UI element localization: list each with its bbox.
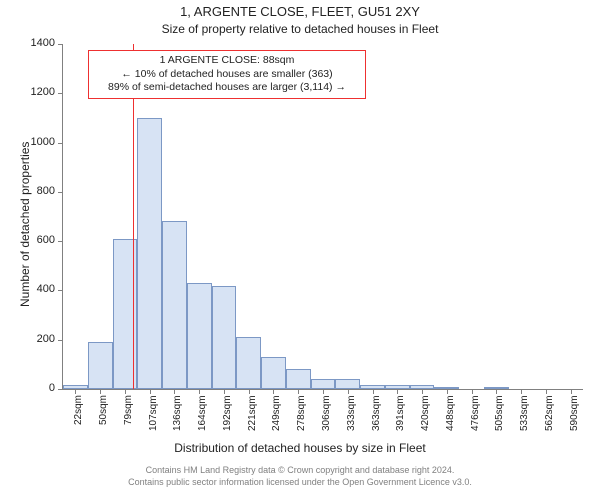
x-tick-label: 221sqm bbox=[247, 395, 258, 431]
y-tick-label: 800 bbox=[37, 185, 55, 197]
x-tick-label: 50sqm bbox=[98, 395, 109, 425]
histogram-bar bbox=[311, 379, 336, 389]
histogram-bar bbox=[88, 342, 113, 389]
x-tick-label: 306sqm bbox=[321, 395, 332, 431]
histogram-chart: 1, ARGENTE CLOSE, FLEET, GU51 2XY Size o… bbox=[0, 0, 600, 500]
x-tick-label: 79sqm bbox=[123, 395, 134, 425]
x-tick-label: 476sqm bbox=[470, 395, 481, 431]
x-tick-label: 192sqm bbox=[222, 395, 233, 431]
x-tick-label: 590sqm bbox=[569, 395, 580, 431]
histogram-bar bbox=[335, 379, 360, 389]
histogram-bar bbox=[286, 369, 311, 389]
annotation-box: 1 ARGENTE CLOSE: 88sqm← 10% of detached … bbox=[88, 50, 366, 99]
histogram-bar bbox=[187, 283, 212, 389]
histogram-bar bbox=[261, 357, 286, 389]
x-tick-label: 249sqm bbox=[271, 395, 282, 431]
footer-line2: Contains public sector information licen… bbox=[0, 477, 600, 487]
y-tick-label: 200 bbox=[37, 333, 55, 345]
x-tick-label: 22sqm bbox=[73, 395, 84, 425]
histogram-bar bbox=[162, 221, 187, 389]
x-tick-label: 533sqm bbox=[519, 395, 530, 431]
x-axis-label: Distribution of detached houses by size … bbox=[0, 441, 600, 455]
y-tick-label: 400 bbox=[37, 283, 55, 295]
x-tick-label: 164sqm bbox=[197, 395, 208, 431]
x-tick-label: 448sqm bbox=[445, 395, 456, 431]
x-tick-label: 107sqm bbox=[148, 395, 159, 431]
x-tick-label: 505sqm bbox=[494, 395, 505, 431]
y-tick-label: 1200 bbox=[31, 86, 55, 98]
y-tick-label: 0 bbox=[49, 382, 55, 394]
chart-title-line1: 1, ARGENTE CLOSE, FLEET, GU51 2XY bbox=[0, 4, 600, 19]
chart-title-line2: Size of property relative to detached ho… bbox=[0, 22, 600, 36]
histogram-bar bbox=[212, 286, 237, 390]
x-tick-label: 363sqm bbox=[371, 395, 382, 431]
annotation-line: ← 10% of detached houses are smaller (36… bbox=[95, 68, 359, 82]
x-tick-label: 562sqm bbox=[544, 395, 555, 431]
annotation-line: 1 ARGENTE CLOSE: 88sqm bbox=[95, 54, 359, 68]
x-tick-label: 278sqm bbox=[296, 395, 307, 431]
annotation-line: 89% of semi-detached houses are larger (… bbox=[95, 81, 359, 95]
x-tick-label: 136sqm bbox=[172, 395, 183, 431]
y-tick-label: 1000 bbox=[31, 136, 55, 148]
y-tick-label: 600 bbox=[37, 234, 55, 246]
y-tick-label: 1400 bbox=[31, 37, 55, 49]
x-tick-label: 333sqm bbox=[346, 395, 357, 431]
footer-line1: Contains HM Land Registry data © Crown c… bbox=[0, 465, 600, 475]
y-axis-label: Number of detached properties bbox=[18, 141, 32, 306]
histogram-bar bbox=[137, 118, 162, 389]
histogram-bar bbox=[236, 337, 261, 389]
x-tick-label: 420sqm bbox=[420, 395, 431, 431]
x-tick-label: 391sqm bbox=[395, 395, 406, 431]
